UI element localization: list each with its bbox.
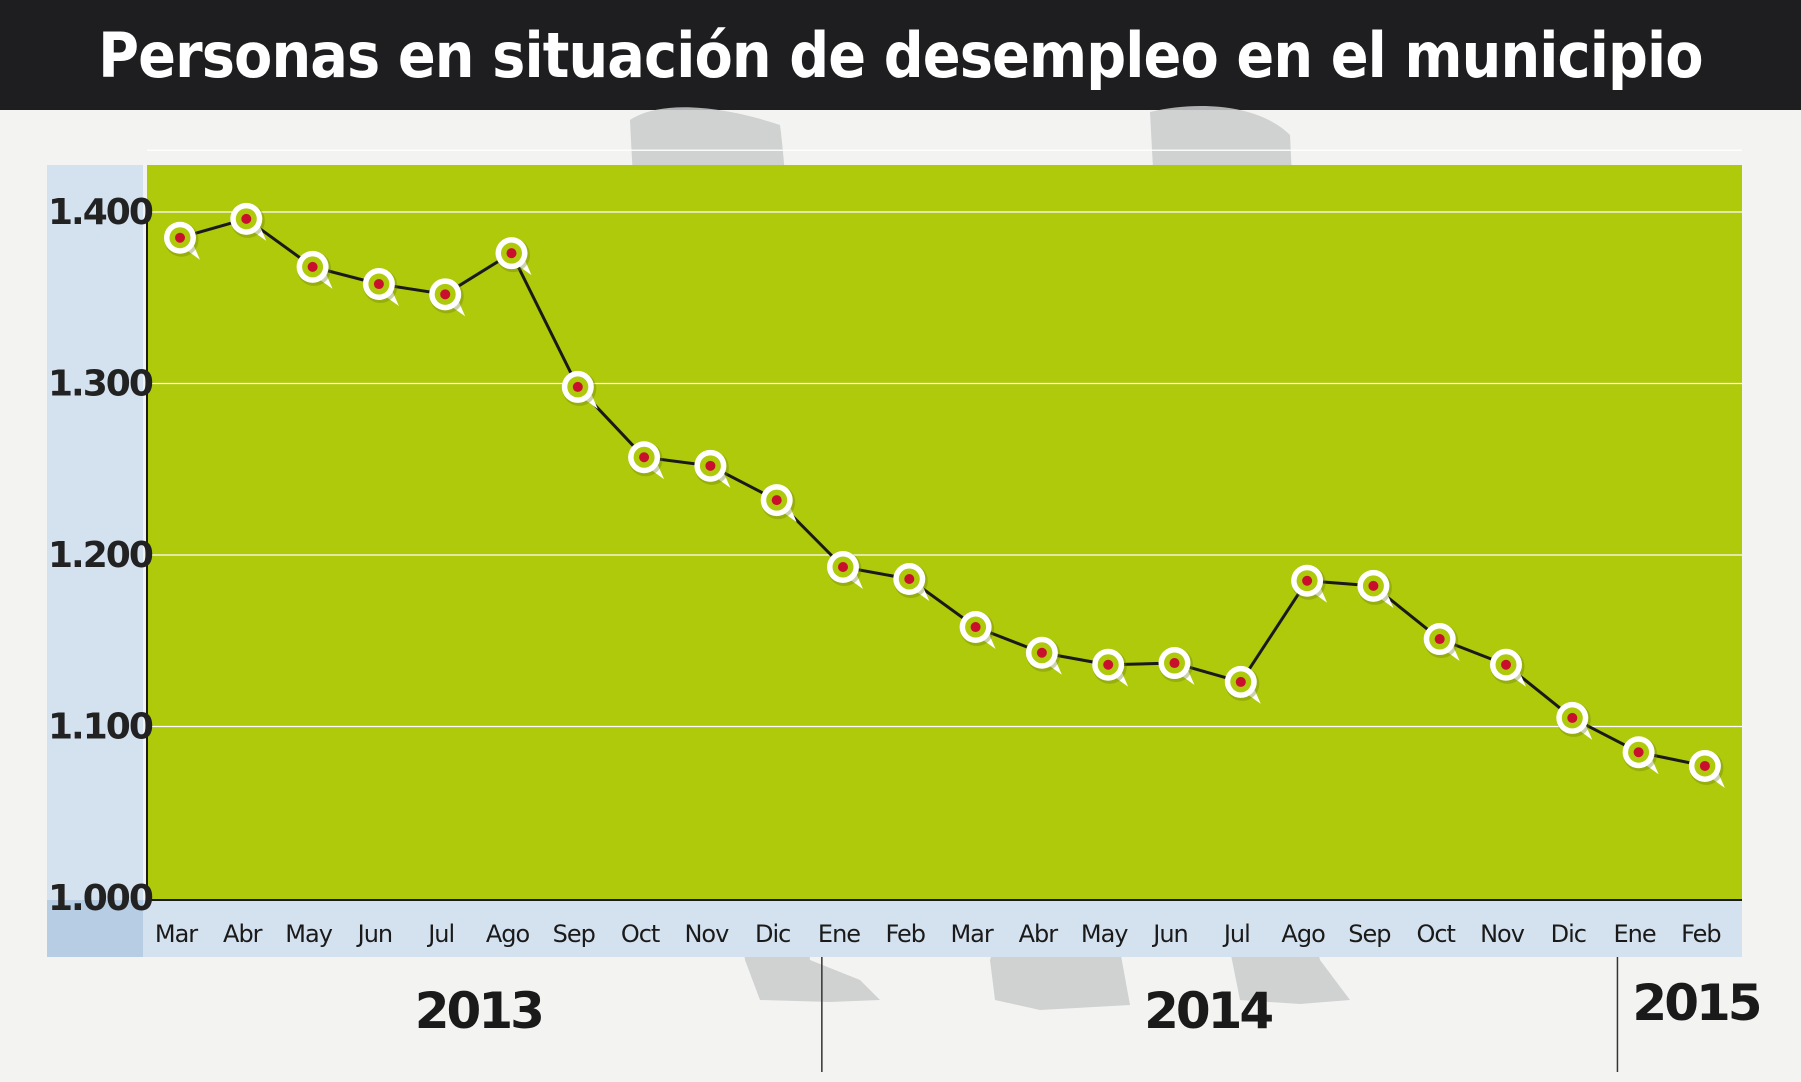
x-tick-label: Dic <box>1551 920 1586 948</box>
x-tick-label: Ene <box>818 920 860 948</box>
data-point <box>1291 564 1328 603</box>
x-tick-label: May <box>1081 920 1128 948</box>
y-tick-labels: 1.000 1.100 1.200 1.300 1.400 <box>48 192 155 919</box>
data-point <box>1025 636 1062 675</box>
marker-dot <box>1235 676 1246 687</box>
marker-dot <box>1169 658 1180 669</box>
marker-dot <box>639 452 650 463</box>
data-point <box>1423 623 1460 662</box>
marker-dot <box>506 248 517 259</box>
data-point <box>1158 647 1195 686</box>
marker-dot <box>771 495 782 506</box>
x-tick-label: Nov <box>684 920 729 948</box>
marker-dot <box>1501 659 1511 670</box>
chart-title-bar: Personas en situación de desempleo en el… <box>0 0 1801 110</box>
x-tick-label: Mar <box>950 920 993 948</box>
y-axis-band <box>47 165 143 957</box>
marker-dot <box>904 574 915 585</box>
x-tick-label: Oct <box>621 920 660 948</box>
year-label: 2014 <box>1144 982 1272 1040</box>
marker-dot <box>1036 647 1047 658</box>
data-point <box>164 221 200 260</box>
x-axis-band <box>143 900 1742 957</box>
x-tick-label: Abr <box>1019 920 1059 948</box>
marker-dot <box>307 261 318 272</box>
data-point <box>694 449 731 488</box>
x-tick-label: Sep <box>1348 920 1390 948</box>
data-point <box>296 250 333 289</box>
marker-dot <box>705 460 716 471</box>
year-groups: 2013 2014 2015 <box>415 957 1763 1072</box>
x-tick-label: Sep <box>553 920 595 948</box>
axis-corner <box>47 900 143 957</box>
x-tick-label: Jul <box>1222 920 1250 948</box>
x-tick-label: Feb <box>1681 920 1721 948</box>
marker-dot <box>175 232 185 243</box>
data-point <box>760 484 797 523</box>
marker-dot <box>572 381 583 392</box>
x-tick-label: May <box>285 920 332 948</box>
marker-dot <box>1302 575 1313 586</box>
y-tick-label: 1.000 <box>48 878 153 919</box>
chart-title: Personas en situación de desempleo en el… <box>98 18 1703 92</box>
plot-background <box>147 165 1742 900</box>
data-point <box>1224 665 1261 704</box>
data-point <box>1490 648 1526 687</box>
marker-dot <box>241 213 252 224</box>
x-tick-labels: Mar Abr May Jun Jul Ago Sep Oct Nov Dic Ene Feb Mar A… <box>155 920 1722 948</box>
year-label: 2013 <box>415 982 542 1040</box>
data-point <box>429 278 466 317</box>
marker-dot <box>838 562 848 573</box>
gridlines <box>146 149 1742 900</box>
x-tick-label: Jun <box>356 920 393 948</box>
x-tick-label: Nov <box>1480 920 1525 948</box>
data-point <box>893 563 930 602</box>
x-tick-label: Mar <box>155 920 198 948</box>
data-point <box>362 268 399 307</box>
data-point <box>827 551 863 590</box>
data-point <box>1357 569 1394 608</box>
marker-dot <box>373 279 384 290</box>
marker-dot <box>1633 747 1644 758</box>
x-tick-label: Feb <box>886 920 926 948</box>
y-tick-label: 1.300 <box>48 364 153 405</box>
data-point <box>230 202 267 241</box>
x-tick-label: Ago <box>1281 920 1325 948</box>
marker-dot <box>1434 634 1445 645</box>
plot-area <box>147 165 1742 900</box>
data-point <box>561 370 598 409</box>
marker-dot <box>1567 712 1578 723</box>
axis-bands <box>47 165 1742 957</box>
data-point <box>495 237 532 276</box>
series-markers <box>164 202 1725 788</box>
marker-dot <box>1699 760 1710 771</box>
x-tick-label: Abr <box>223 920 263 948</box>
data-point <box>628 441 665 480</box>
marker-dot <box>1368 580 1379 591</box>
x-tick-label: Dic <box>755 920 790 948</box>
y-tick-label: 1.200 <box>48 535 153 576</box>
data-point <box>1688 749 1725 788</box>
marker-dot <box>1103 659 1114 670</box>
data-point <box>1092 648 1129 687</box>
y-tick-label: 1.400 <box>48 192 153 233</box>
data-point <box>1556 701 1593 740</box>
x-tick-label: Jul <box>426 920 454 948</box>
x-tick-label: Oct <box>1416 920 1455 948</box>
x-tick-label: Ago <box>486 920 530 948</box>
x-tick-label: Ene <box>1614 920 1656 948</box>
marker-dot <box>440 289 451 300</box>
data-point <box>959 611 996 650</box>
x-tick-label: Jun <box>1151 920 1188 948</box>
year-label: 2015 <box>1632 974 1759 1032</box>
marker-dot <box>970 622 981 633</box>
data-point <box>1622 736 1659 775</box>
y-tick-label: 1.100 <box>48 707 153 748</box>
